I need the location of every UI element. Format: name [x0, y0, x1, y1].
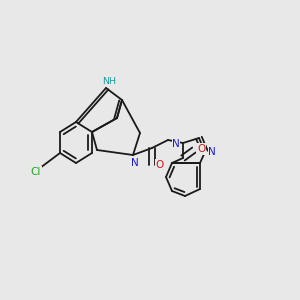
Text: N: N: [131, 158, 139, 168]
Text: O: O: [197, 144, 205, 154]
Text: Cl: Cl: [31, 167, 41, 177]
Text: NH: NH: [102, 76, 116, 85]
Text: N: N: [172, 139, 180, 149]
Text: O: O: [156, 160, 164, 170]
Text: N: N: [208, 147, 216, 157]
